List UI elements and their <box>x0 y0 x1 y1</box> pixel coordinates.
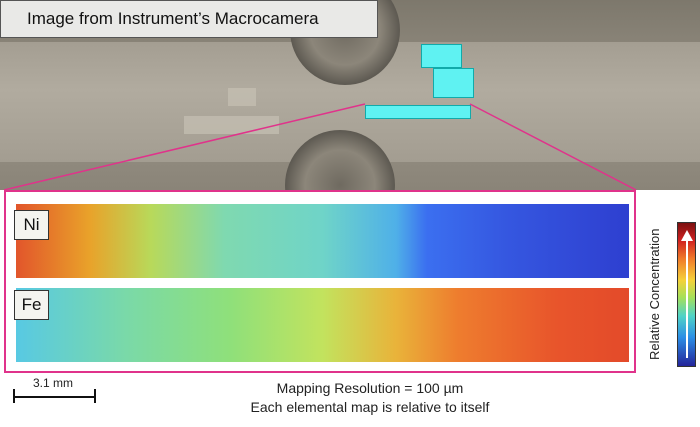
connector-line-left <box>3 103 366 191</box>
gray-patch <box>228 88 256 106</box>
colorbar-label: Relative Concentration <box>647 228 662 360</box>
scale-bar-tick-right <box>94 389 96 403</box>
scale-bar <box>14 396 96 398</box>
fe-label: Fe <box>21 295 42 314</box>
scale-bar-label: 3.1 mm <box>33 376 74 390</box>
ni-label-box: Ni <box>14 210 49 240</box>
analysis-area-strip <box>365 105 471 119</box>
zoom-connector <box>3 103 637 191</box>
analysis-area-middle <box>433 68 474 98</box>
colorbar-arrow-shaft <box>686 240 688 358</box>
connector-line-right <box>469 103 637 191</box>
caption-resolution: Mapping Resolution = 100 µm <box>276 380 464 396</box>
ni-label: Ni <box>23 215 40 234</box>
photo-title-box: Image from Instrument’s Macrocamera <box>0 0 378 38</box>
photo-title: Image from Instrument’s Macrocamera <box>27 9 319 28</box>
analysis-area-top <box>421 44 462 68</box>
ni-map <box>16 204 629 278</box>
fe-map <box>16 288 629 362</box>
caption-relative: Each elemental map is relative to itself <box>250 399 490 415</box>
elemental-maps-frame: Ni Fe <box>4 190 636 373</box>
scale-bar-tick-left <box>13 389 15 403</box>
colorbar-arrow-icon <box>681 230 693 241</box>
fe-label-box: Fe <box>14 290 49 320</box>
